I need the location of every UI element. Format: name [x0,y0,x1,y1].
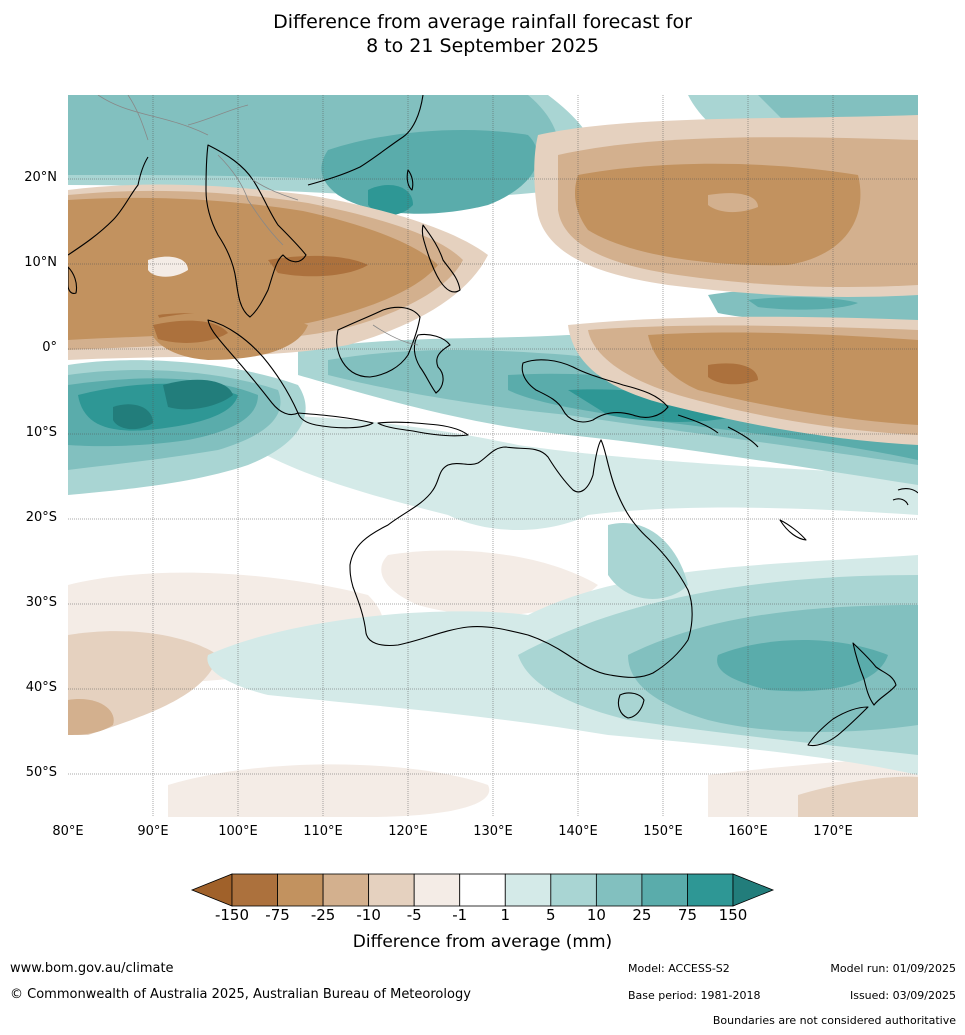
colorbar-tick-label: -150 [214,906,250,924]
lon-label-90e: 90°E [137,824,169,839]
contour-far-south-brown [168,764,490,817]
sumatra-coastline [207,319,299,416]
contour-bengal-white-spot [148,256,188,277]
graticule [68,95,918,817]
footer-url[interactable]: www.bom.gov.au/climate [10,961,174,976]
colorbar-tick-label: -75 [265,906,290,924]
new-caledonia [779,519,807,541]
lat-label-30s: 30°S [25,595,57,610]
colorbar-segment [641,873,688,907]
new-zealand-south-island [807,706,869,747]
coastlines [68,95,918,747]
colorbar-tick-label: 150 [718,906,748,924]
lat-label-0: 0° [42,340,57,355]
contour-eq-pacific-brown-strong [648,332,918,425]
contour-interior-au-brown [381,550,598,616]
lat-label-10n: 10°N [24,255,57,270]
lat-label-10s: 10°S [25,425,57,440]
lon-label-170e: 170°E [813,824,853,839]
lat-label-20n: 20°N [24,170,57,185]
colorbar-segment [231,873,278,907]
colorbar-tick-label: 10 [586,906,606,924]
rainfall-map-canvas [68,95,918,817]
java-coastline [297,412,374,429]
colorbar-canvas [190,873,775,907]
national-boundaries [97,95,419,346]
colorbar-tick-label: -25 [310,906,336,924]
colorbar-arrow-low [190,873,233,907]
lon-label-110e: 110°E [303,824,343,839]
taiwan-coastline [406,169,414,191]
title-line-2: 8 to 21 September 2025 [366,35,599,57]
colorbar-tick-label: 5 [546,906,556,924]
rainfall-map[interactable] [68,95,918,817]
lesser-sunda-coastline [377,421,469,437]
contour-central-pacific-teal-core [748,297,858,310]
solomon-islands [677,414,759,448]
fiji-islands [892,488,918,506]
lon-label-140e: 140°E [558,824,598,839]
colorbar-segment [550,873,597,907]
colorbar-tick-label: 1 [500,906,511,924]
contour-eq-pacific-brown-core [708,363,758,385]
colorbar-tick-label: 25 [632,906,652,924]
footer-disclaimer: Boundaries are not considered authoritat… [712,1014,956,1027]
footer-model-run: Model run: 01/09/2025 [830,962,956,975]
footer-copyright: © Commonwealth of Australia 2025, Austra… [10,987,471,1002]
colorbar-segment [687,873,734,907]
map-title: Difference from average rainfall forecas… [0,10,965,58]
contour-indian-ocean-teal-darkest-2 [113,404,153,430]
contour-south-brown-core [68,699,114,735]
title-line-1: Difference from average rainfall forecas… [273,11,692,33]
lon-label-130e: 130°E [473,824,513,839]
colorbar [190,872,775,908]
colorbar-segment [413,873,461,907]
australia-coastline [349,439,693,678]
south-china-coast [307,95,424,186]
colorbar-segment [504,873,552,907]
colorbar-tick-label: 75 [677,906,697,924]
colorbar-label: Difference from average (mm) [352,932,613,952]
india-coastline [68,156,149,256]
contour-micronesia-light-spot [708,193,758,213]
colorbar-tick-label: -5 [406,906,422,924]
colorbar-segment [277,873,324,907]
colorbar-segment [322,873,370,907]
footer-model: Model: ACCESS-S2 [628,962,730,975]
colorbar-segment [368,873,415,907]
contour-tasman-teal-core [717,640,888,692]
contour-bay-of-bengal-brown-strong [68,197,438,340]
sri-lanka-coastline [68,266,78,294]
borneo-coastline [336,306,421,378]
lat-label-40s: 40°S [25,680,57,695]
philippines-coastline [421,224,461,293]
contour-north-au-teal-light [248,415,918,530]
colorbar-arrow-high [732,873,775,907]
contour-philippine-sea-teal-core [368,185,413,216]
lat-label-20s: 20°S [25,510,57,525]
contour-indian-ocean-teal-darkest [163,379,233,410]
colorbar-segment [595,873,643,907]
colorbar-tick-label: -1 [452,906,468,924]
colorbar-segments [190,873,775,907]
lon-label-100e: 100°E [218,824,258,839]
new-guinea-coastline [521,359,669,423]
contour-east-au-teal [608,523,688,599]
footer-base-period: Base period: 1981-2018 [628,989,761,1002]
lon-label-150e: 150°E [643,824,683,839]
contour-malaysia-brown-core [153,320,228,343]
contour-southeast-brown-core [798,776,918,817]
new-zealand-north-island [852,642,897,706]
footer-issued: Issued: 03/09/2025 [849,989,956,1002]
colorbar-segment [459,873,506,907]
lon-label-160e: 160°E [728,824,768,839]
tasmania-coastline [617,692,645,719]
lat-label-50s: 50°S [25,765,57,780]
contour-micronesia-brown-strong [575,163,861,266]
sulawesi-coastline [413,333,451,394]
colorbar-tick-label: -10 [356,906,381,924]
indochina-coastline [205,144,307,318]
lon-label-120e: 120°E [388,824,428,839]
lon-label-80e: 80°E [52,824,84,839]
